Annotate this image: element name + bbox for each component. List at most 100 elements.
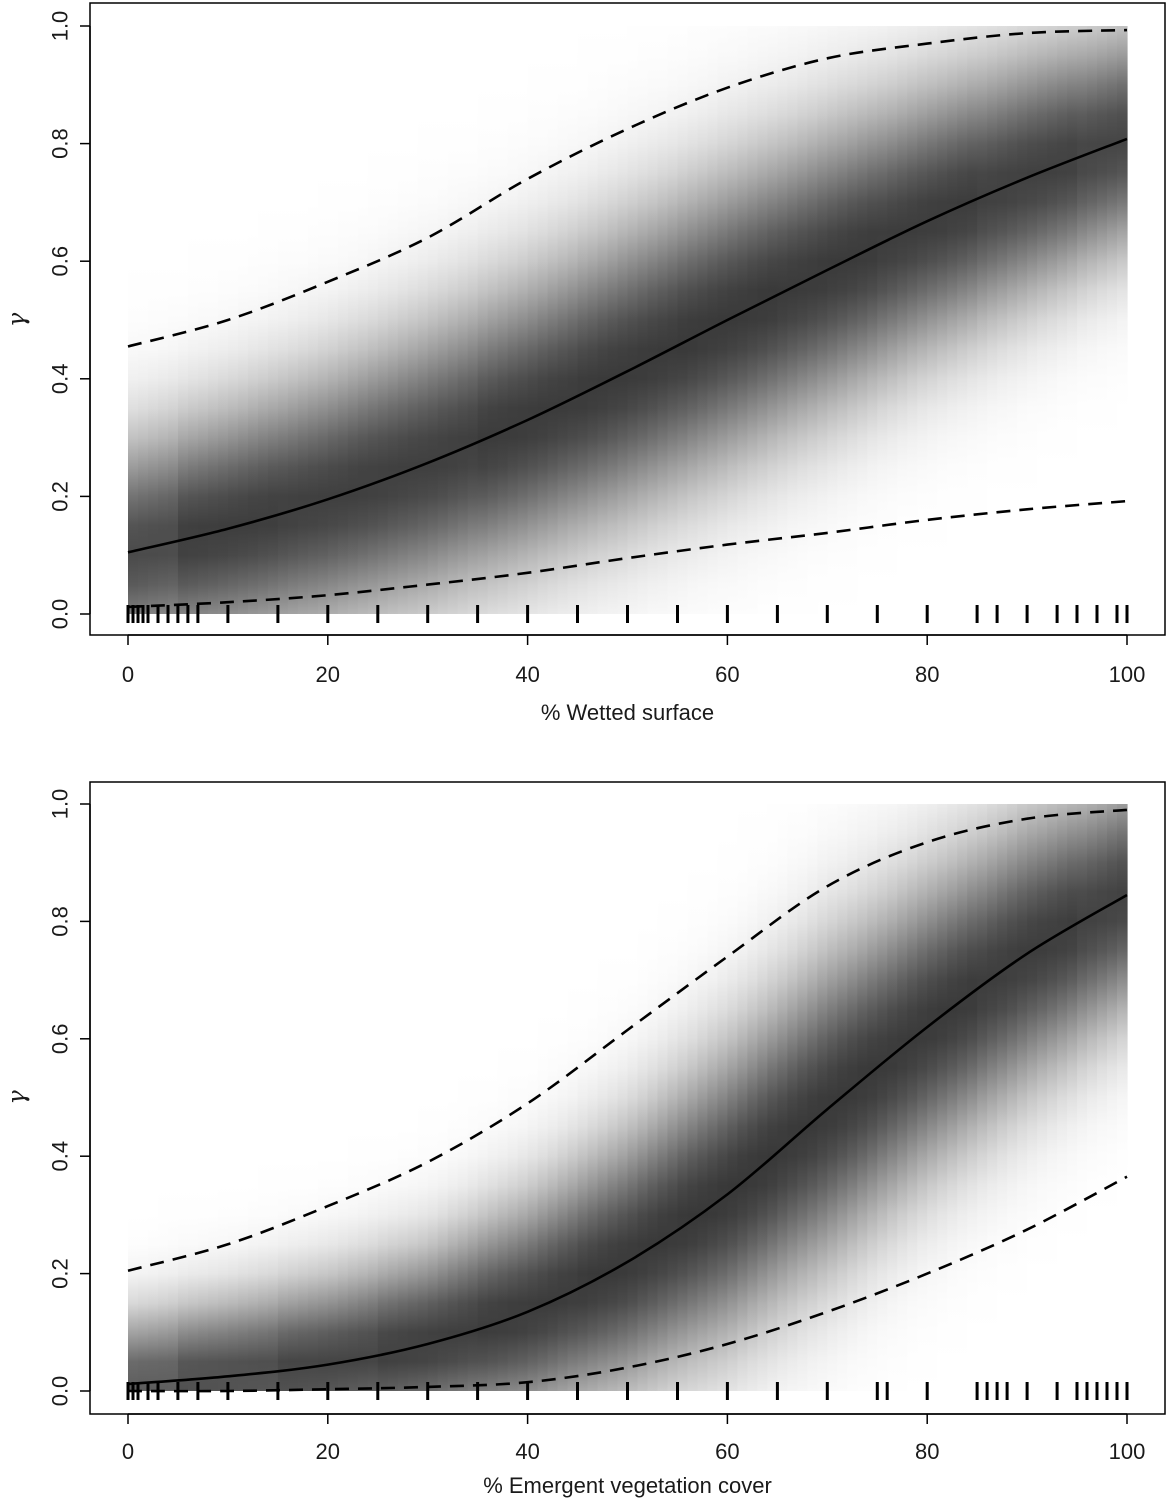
- density-strip: [977, 804, 988, 1391]
- credible-interval-line: [127, 808, 1128, 1272]
- density-strip: [717, 26, 728, 614]
- chart-panel-emergent-vegetation: 0 20 40 60 80 100 0.0 0.2 0.4 0.6 0.8 1.0 % Emerge…: [2, 781, 1166, 1498]
- density-strip: [507, 26, 519, 614]
- density-strip: [467, 26, 479, 614]
- density-strip: [507, 804, 519, 1391]
- density-strip: [737, 26, 748, 614]
- density-strip: [987, 804, 998, 1391]
- density-strip: [947, 804, 958, 1391]
- density-strip: [437, 804, 449, 1391]
- y-tick-label: 1.0: [48, 789, 73, 820]
- x-tick-label: 20: [316, 1439, 340, 1464]
- density-strip: [337, 26, 349, 614]
- density-strip: [927, 26, 938, 614]
- density-strip: [477, 26, 489, 614]
- density-strip: [457, 804, 469, 1391]
- density-strip: [677, 804, 689, 1391]
- x-axis: 0 20 40 60 80 100: [122, 634, 1145, 687]
- density-strip: [877, 804, 888, 1391]
- density-strip: [747, 26, 758, 614]
- credible-interval-line: [127, 1175, 1128, 1393]
- posterior-mean-line: [127, 137, 1128, 554]
- density-strip: [397, 26, 409, 614]
- density-strip: [1007, 804, 1018, 1391]
- density-strip: [627, 26, 639, 614]
- density-strip: [487, 804, 499, 1391]
- density-strip: [787, 26, 798, 614]
- density-strip: [217, 804, 229, 1391]
- density-strip: [327, 26, 339, 614]
- chart-panel-wetted-surface: 0 20 40 60 80 100 0.0 0.2 0.4 0.6 0.8 1.0 % Wetted…: [2, 2, 1166, 725]
- density-strip: [767, 804, 778, 1391]
- density-strip: [157, 26, 169, 614]
- density-strip: [167, 804, 179, 1391]
- density-strip: [687, 26, 699, 614]
- density-strip: [217, 26, 229, 614]
- density-strip: [297, 804, 309, 1391]
- density-strip: [957, 26, 968, 614]
- density-strip: [847, 26, 858, 614]
- density-strip: [557, 26, 569, 614]
- density-strip: [827, 26, 838, 614]
- density-strip: [357, 26, 369, 614]
- density-strip: [757, 804, 768, 1391]
- density-strip: [237, 26, 249, 614]
- density-strip: [1027, 26, 1038, 614]
- density-strip: [877, 26, 888, 614]
- density-strip: [177, 804, 189, 1391]
- density-strip: [1067, 804, 1078, 1391]
- density-strip: [847, 804, 858, 1391]
- density-strip: [427, 804, 439, 1391]
- density-strip: [857, 804, 868, 1391]
- density-strip: [337, 804, 349, 1391]
- density-strip: [797, 26, 808, 614]
- density-strip: [897, 26, 908, 614]
- density-strip: [147, 804, 159, 1391]
- density-strip: [1087, 804, 1098, 1391]
- density-strip: [367, 804, 379, 1391]
- density-strip: [597, 804, 609, 1391]
- density-strip: [907, 804, 918, 1391]
- density-strip: [707, 804, 719, 1391]
- density-strip: [997, 26, 1008, 614]
- density-strip: [867, 804, 878, 1391]
- density-strip: [727, 804, 738, 1391]
- density-strip: [637, 804, 649, 1391]
- density-strip: [1077, 26, 1088, 614]
- density-strip: [1097, 26, 1108, 614]
- density-strip: [167, 26, 179, 614]
- density-strip: [737, 804, 748, 1391]
- curves: [127, 28, 1128, 609]
- density-strip: [727, 26, 738, 614]
- x-axis: 0 20 40 60 80 100: [122, 1413, 1145, 1464]
- density-strip: [307, 804, 319, 1391]
- density-strip: [707, 26, 719, 614]
- x-tick-label: 60: [715, 1439, 739, 1464]
- density-strip: [1087, 26, 1098, 614]
- density-strip: [637, 26, 649, 614]
- density-strip: [447, 804, 459, 1391]
- rug-marks: [126, 1382, 1129, 1400]
- density-strip: [287, 804, 299, 1391]
- density-strip: [467, 804, 479, 1391]
- density-strip: [1117, 804, 1128, 1391]
- density-strip: [277, 804, 289, 1391]
- density-strip: [1097, 804, 1108, 1391]
- density-strip: [407, 804, 419, 1391]
- density-strip: [1067, 26, 1078, 614]
- y-tick-label: 0.6: [48, 1024, 73, 1055]
- density-strip: [1027, 804, 1038, 1391]
- density-strip: [687, 804, 699, 1391]
- density-strip: [247, 804, 259, 1391]
- density-strip: [957, 804, 968, 1391]
- density-strip: [747, 804, 758, 1391]
- density-strip: [557, 804, 569, 1391]
- y-axis: 0.0 0.2 0.4 0.6 0.8 1.0: [48, 789, 91, 1406]
- density-strip: [257, 26, 269, 614]
- density-strip: [607, 26, 619, 614]
- density-strip: [647, 804, 659, 1391]
- density-strip: [537, 804, 549, 1391]
- density-strip: [527, 26, 539, 614]
- x-axis-title: % Emergent vegetation cover: [483, 1473, 772, 1498]
